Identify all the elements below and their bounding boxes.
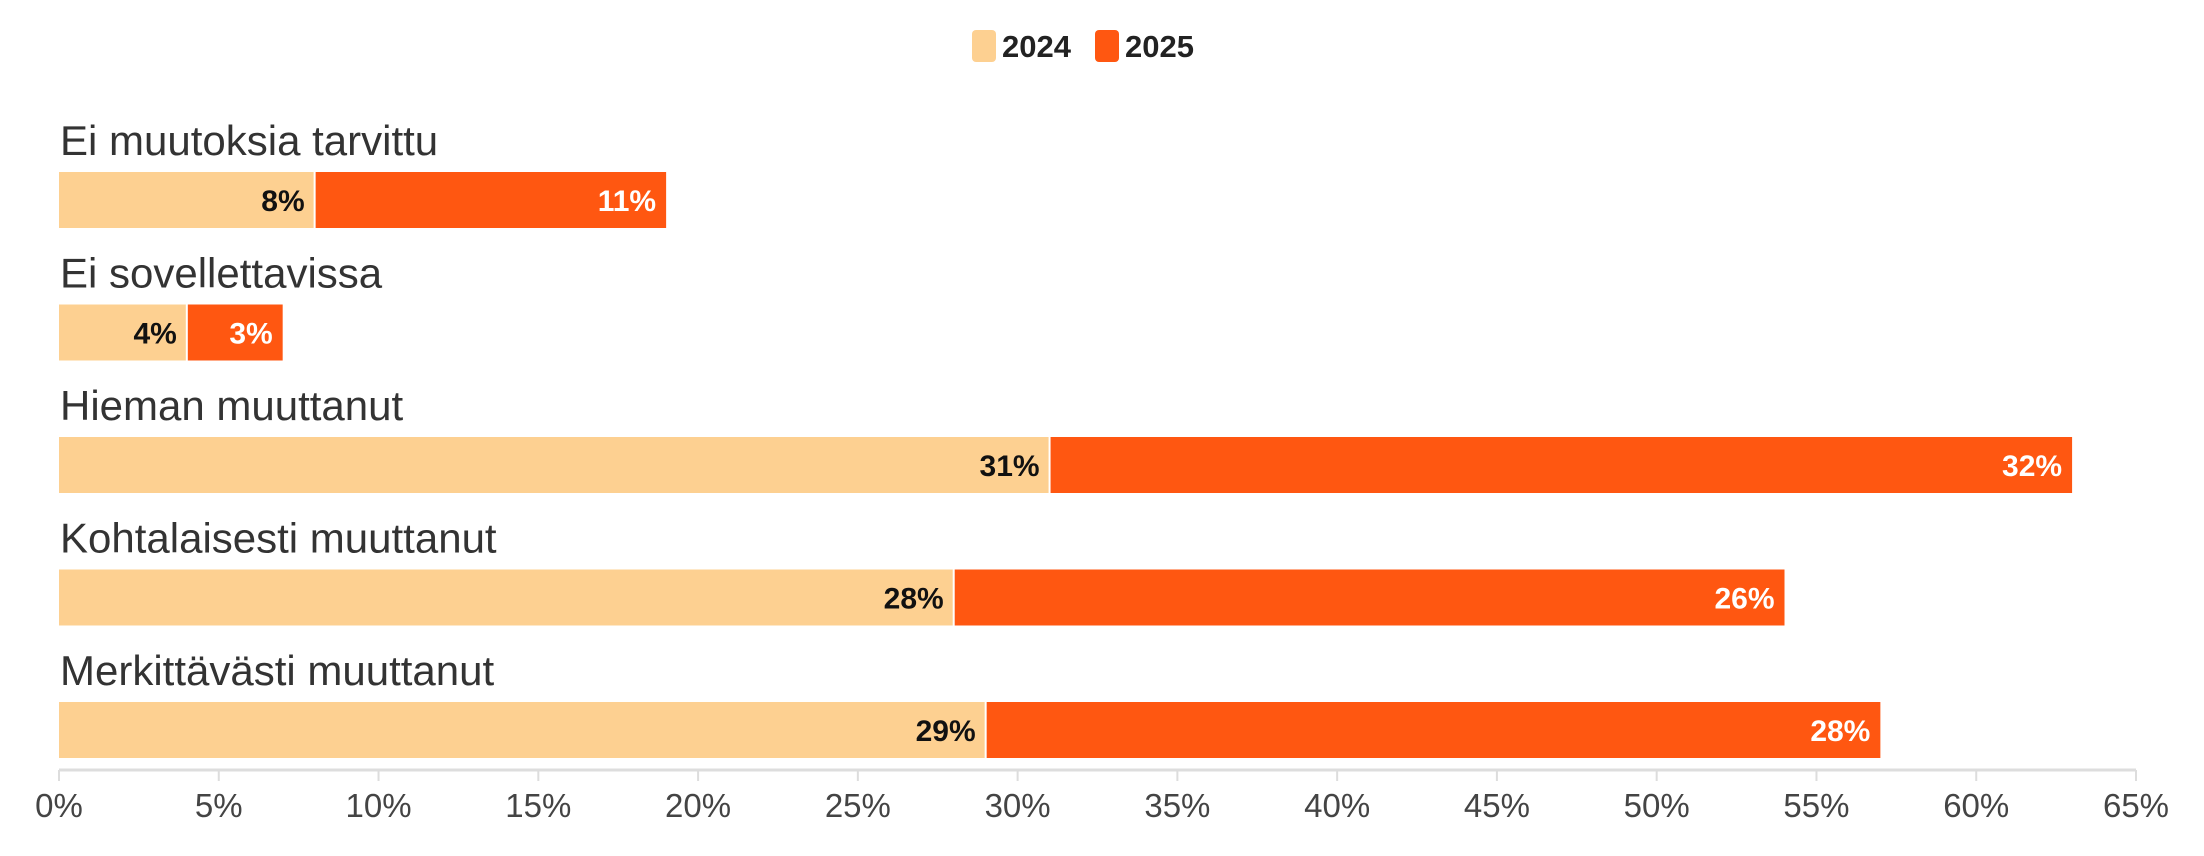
legend-label-2025: 2025 bbox=[1125, 29, 1194, 64]
x-tick-label: 45% bbox=[1464, 787, 1530, 824]
data-label-2025: 28% bbox=[1810, 715, 1870, 748]
x-tick-label: 60% bbox=[1943, 787, 2009, 824]
category-label: Merkittävästi muuttanut bbox=[60, 647, 495, 694]
x-tick-label: 5% bbox=[195, 787, 243, 824]
legend-label-2024: 2024 bbox=[1002, 29, 1072, 64]
x-tick-label: 50% bbox=[1624, 787, 1690, 824]
category-label: Ei sovellettavissa bbox=[60, 250, 383, 297]
x-tick-label: 0% bbox=[35, 787, 83, 824]
data-label-2025: 26% bbox=[1714, 583, 1774, 616]
data-label-2025: 3% bbox=[229, 318, 272, 351]
data-label-2025: 11% bbox=[598, 185, 656, 218]
category-label: Kohtalaisesti muuttanut bbox=[60, 515, 497, 562]
x-tick-label: 40% bbox=[1304, 787, 1370, 824]
category-label: Ei muutoksia tarvittu bbox=[60, 117, 438, 164]
bar-2024 bbox=[59, 304, 187, 361]
bar-2025 bbox=[985, 702, 1881, 758]
bar-2025 bbox=[314, 172, 667, 228]
x-tick-label: 35% bbox=[1144, 787, 1210, 824]
x-tick-label: 20% bbox=[665, 787, 731, 824]
category-label: Hieman muuttanut bbox=[60, 382, 404, 429]
x-tick-label: 65% bbox=[2103, 787, 2169, 824]
x-tick-label: 55% bbox=[1783, 787, 1849, 824]
legend-swatch-2024 bbox=[972, 30, 996, 62]
bar-2025 bbox=[186, 304, 283, 361]
x-tick-label: 30% bbox=[985, 787, 1051, 824]
data-label-2024: 8% bbox=[261, 185, 304, 218]
bar-2024 bbox=[59, 702, 986, 758]
data-label-2024: 28% bbox=[884, 583, 944, 616]
bar-2024 bbox=[59, 569, 954, 626]
data-label-2024: 29% bbox=[916, 715, 976, 748]
bar-2025 bbox=[953, 569, 1785, 626]
bar-2024 bbox=[59, 172, 315, 228]
legend-swatch-2025 bbox=[1095, 30, 1119, 62]
data-label-2024: 4% bbox=[133, 318, 176, 351]
x-tick-label: 10% bbox=[346, 787, 412, 824]
data-label-2025: 32% bbox=[2002, 450, 2062, 483]
bar-2024 bbox=[59, 437, 1050, 493]
data-label-2024: 31% bbox=[980, 450, 1040, 483]
x-tick-label: 15% bbox=[505, 787, 571, 824]
x-tick-label: 25% bbox=[825, 787, 891, 824]
bar-2025 bbox=[1049, 437, 2073, 493]
